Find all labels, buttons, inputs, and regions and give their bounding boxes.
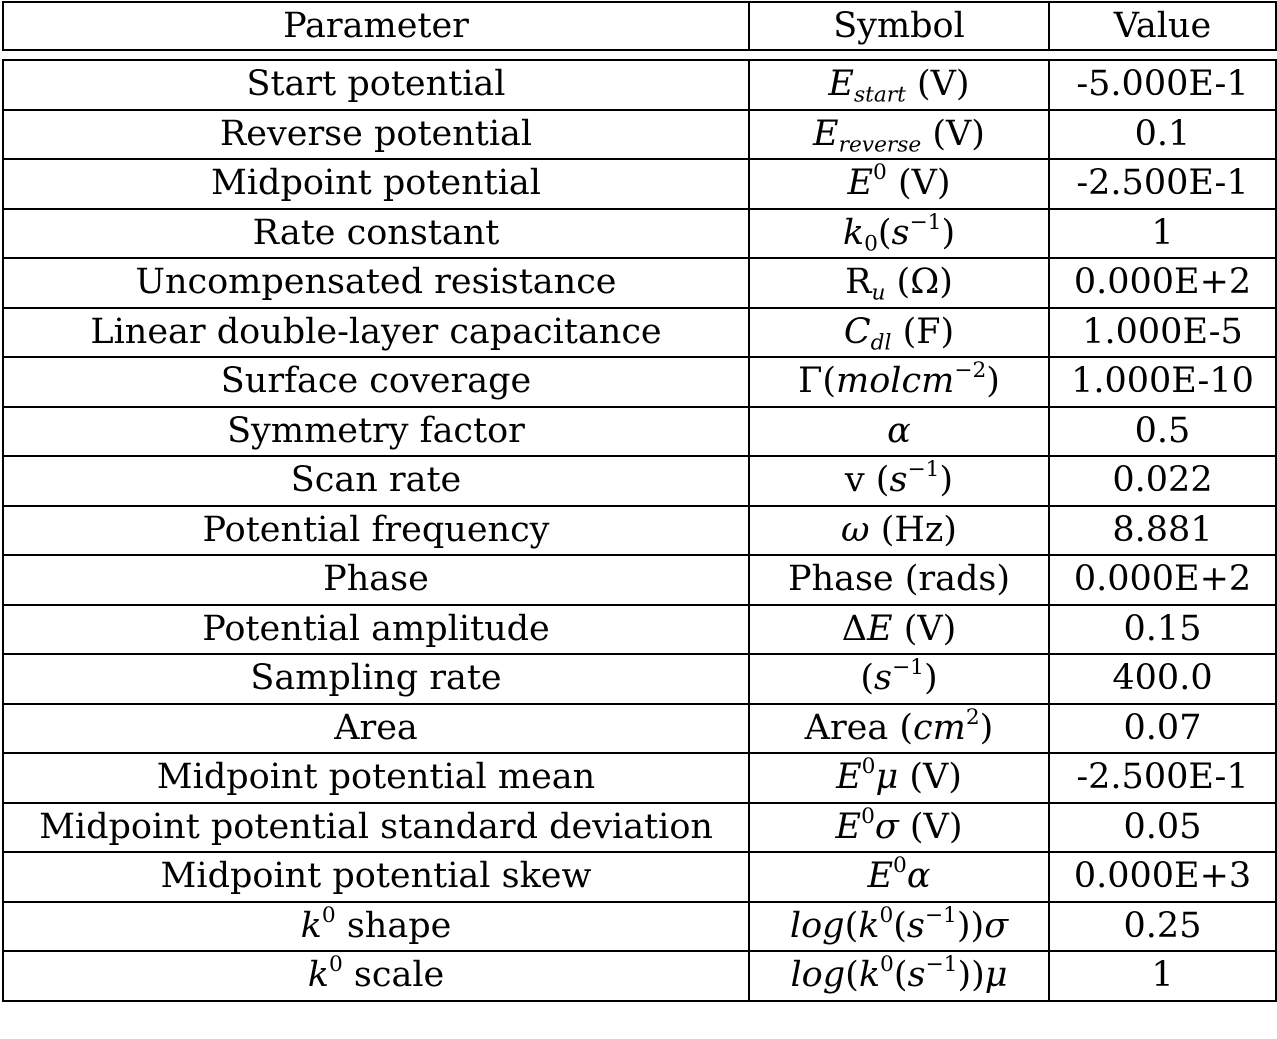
header-value: Value [1048,1,1277,51]
value-cell: 0.07 [1048,702,1277,754]
value-cell: 0.1 [1048,108,1277,160]
table-row: Scan rate v (s−1) 0.022 [2,455,1277,507]
parameter-cell: Midpoint potential mean [2,752,750,804]
symbol-cell: Γ(molcm−2) [748,356,1050,408]
symbol-cell: E0μ (V) [748,752,1050,804]
table-row: Uncompensated resistance Ru (Ω) 0.000E+2 [2,257,1277,309]
table-row: Area Area (cm2) 0.07 [2,702,1277,754]
symbol-cell: E0 (V) [748,158,1050,210]
header-symbol: Symbol [748,1,1050,51]
value-cell: 1.000E-10 [1048,356,1277,408]
symbol-cell: Cdl (F) [748,306,1050,358]
symbol-cell: Ereverse (V) [748,108,1050,160]
symbol-cell: (s−1) [748,653,1050,705]
value-cell: 0.05 [1048,801,1277,853]
parameter-cell: Surface coverage [2,356,750,408]
parameter-cell: k0 shape [2,900,750,952]
table-row: Midpoint potential E0 (V) -2.500E-1 [2,158,1277,210]
parameter-cell: Sampling rate [2,653,750,705]
table-row: Potential frequency ω (Hz) 8.881 [2,504,1277,556]
table-row: Reverse potential Ereverse (V) 0.1 [2,108,1277,160]
table-row: k0 shape log(k0(s−1))σ 0.25 [2,900,1277,952]
table-row: Linear double-layer capacitance Cdl (F) 1.… [2,306,1277,358]
value-cell: 0.5 [1048,405,1277,457]
value-cell: 1 [1048,207,1277,259]
parameter-cell: Start potential [2,59,750,111]
parameter-cell: Potential amplitude [2,603,750,655]
table-row: Symmetry factor α 0.5 [2,405,1277,457]
symbol-cell: E0α [748,851,1050,903]
table-row: Sampling rate (s−1) 400.0 [2,653,1277,705]
table-row: Start potential Estart (V) -5.000E-1 [2,59,1277,111]
header-row: Parameter Symbol Value [2,1,1277,51]
parameter-cell: k0 scale [2,950,750,1002]
table-row: Midpoint potential standard deviation E0σ… [2,801,1277,853]
value-cell: 0.000E+2 [1048,257,1277,309]
parameter-cell: Symmetry factor [2,405,750,457]
value-cell: 0.000E+2 [1048,554,1277,606]
value-cell: -2.500E-1 [1048,158,1277,210]
table-row: Midpoint potential skew E0α 0.000E+3 [2,851,1277,903]
value-cell: 0.000E+3 [1048,851,1277,903]
parameter-cell: Reverse potential [2,108,750,160]
symbol-cell: Ru (Ω) [748,257,1050,309]
symbol-cell: Estart (V) [748,59,1050,111]
symbol-cell: ω (Hz) [748,504,1050,556]
symbol-cell: α [748,405,1050,457]
table-row: Midpoint potential mean E0μ (V) -2.500E-1 [2,752,1277,804]
value-cell: 1.000E-5 [1048,306,1277,358]
value-cell: 8.881 [1048,504,1277,556]
table-header: Parameter Symbol Value [2,1,1277,51]
parameter-cell: Rate constant [2,207,750,259]
value-cell: 0.25 [1048,900,1277,952]
symbol-cell: ΔE (V) [748,603,1050,655]
symbol-cell: v (s−1) [748,455,1050,507]
symbol-cell: Phase (rads) [748,554,1050,606]
parameter-cell: Phase [2,554,750,606]
parameter-cell: Midpoint potential [2,158,750,210]
table-body: Start potential Estart (V) -5.000E-1 Revers… [2,59,1277,1002]
parameter-cell: Midpoint potential standard deviation [2,801,750,853]
value-cell: 0.022 [1048,455,1277,507]
value-cell: -2.500E-1 [1048,752,1277,804]
table-row: Surface coverage Γ(molcm−2) 1.000E-10 [2,356,1277,408]
parameter-cell: Area [2,702,750,754]
symbol-cell: log(k0(s−1))μ [748,950,1050,1002]
value-cell: 400.0 [1048,653,1277,705]
parameter-cell: Linear double-layer capacitance [2,306,750,358]
table-row: Phase Phase (rads) 0.000E+2 [2,554,1277,606]
symbol-cell: k0(s−1) [748,207,1050,259]
value-cell: 1 [1048,950,1277,1002]
symbol-cell: Area (cm2) [748,702,1050,754]
symbol-cell: E0σ (V) [748,801,1050,853]
symbol-cell: log(k0(s−1))σ [748,900,1050,952]
parameter-cell: Potential frequency [2,504,750,556]
table-row: Potential amplitude ΔE (V) 0.15 [2,603,1277,655]
value-cell: 0.15 [1048,603,1277,655]
value-cell: -5.000E-1 [1048,59,1277,111]
table-row: Rate constant k0(s−1) 1 [2,207,1277,259]
table-row: k0 scale log(k0(s−1))μ 1 [2,950,1277,1002]
parameter-cell: Midpoint potential skew [2,851,750,903]
parameter-cell: Scan rate [2,455,750,507]
parameter-cell: Uncompensated resistance [2,257,750,309]
header-parameter: Parameter [2,1,750,51]
